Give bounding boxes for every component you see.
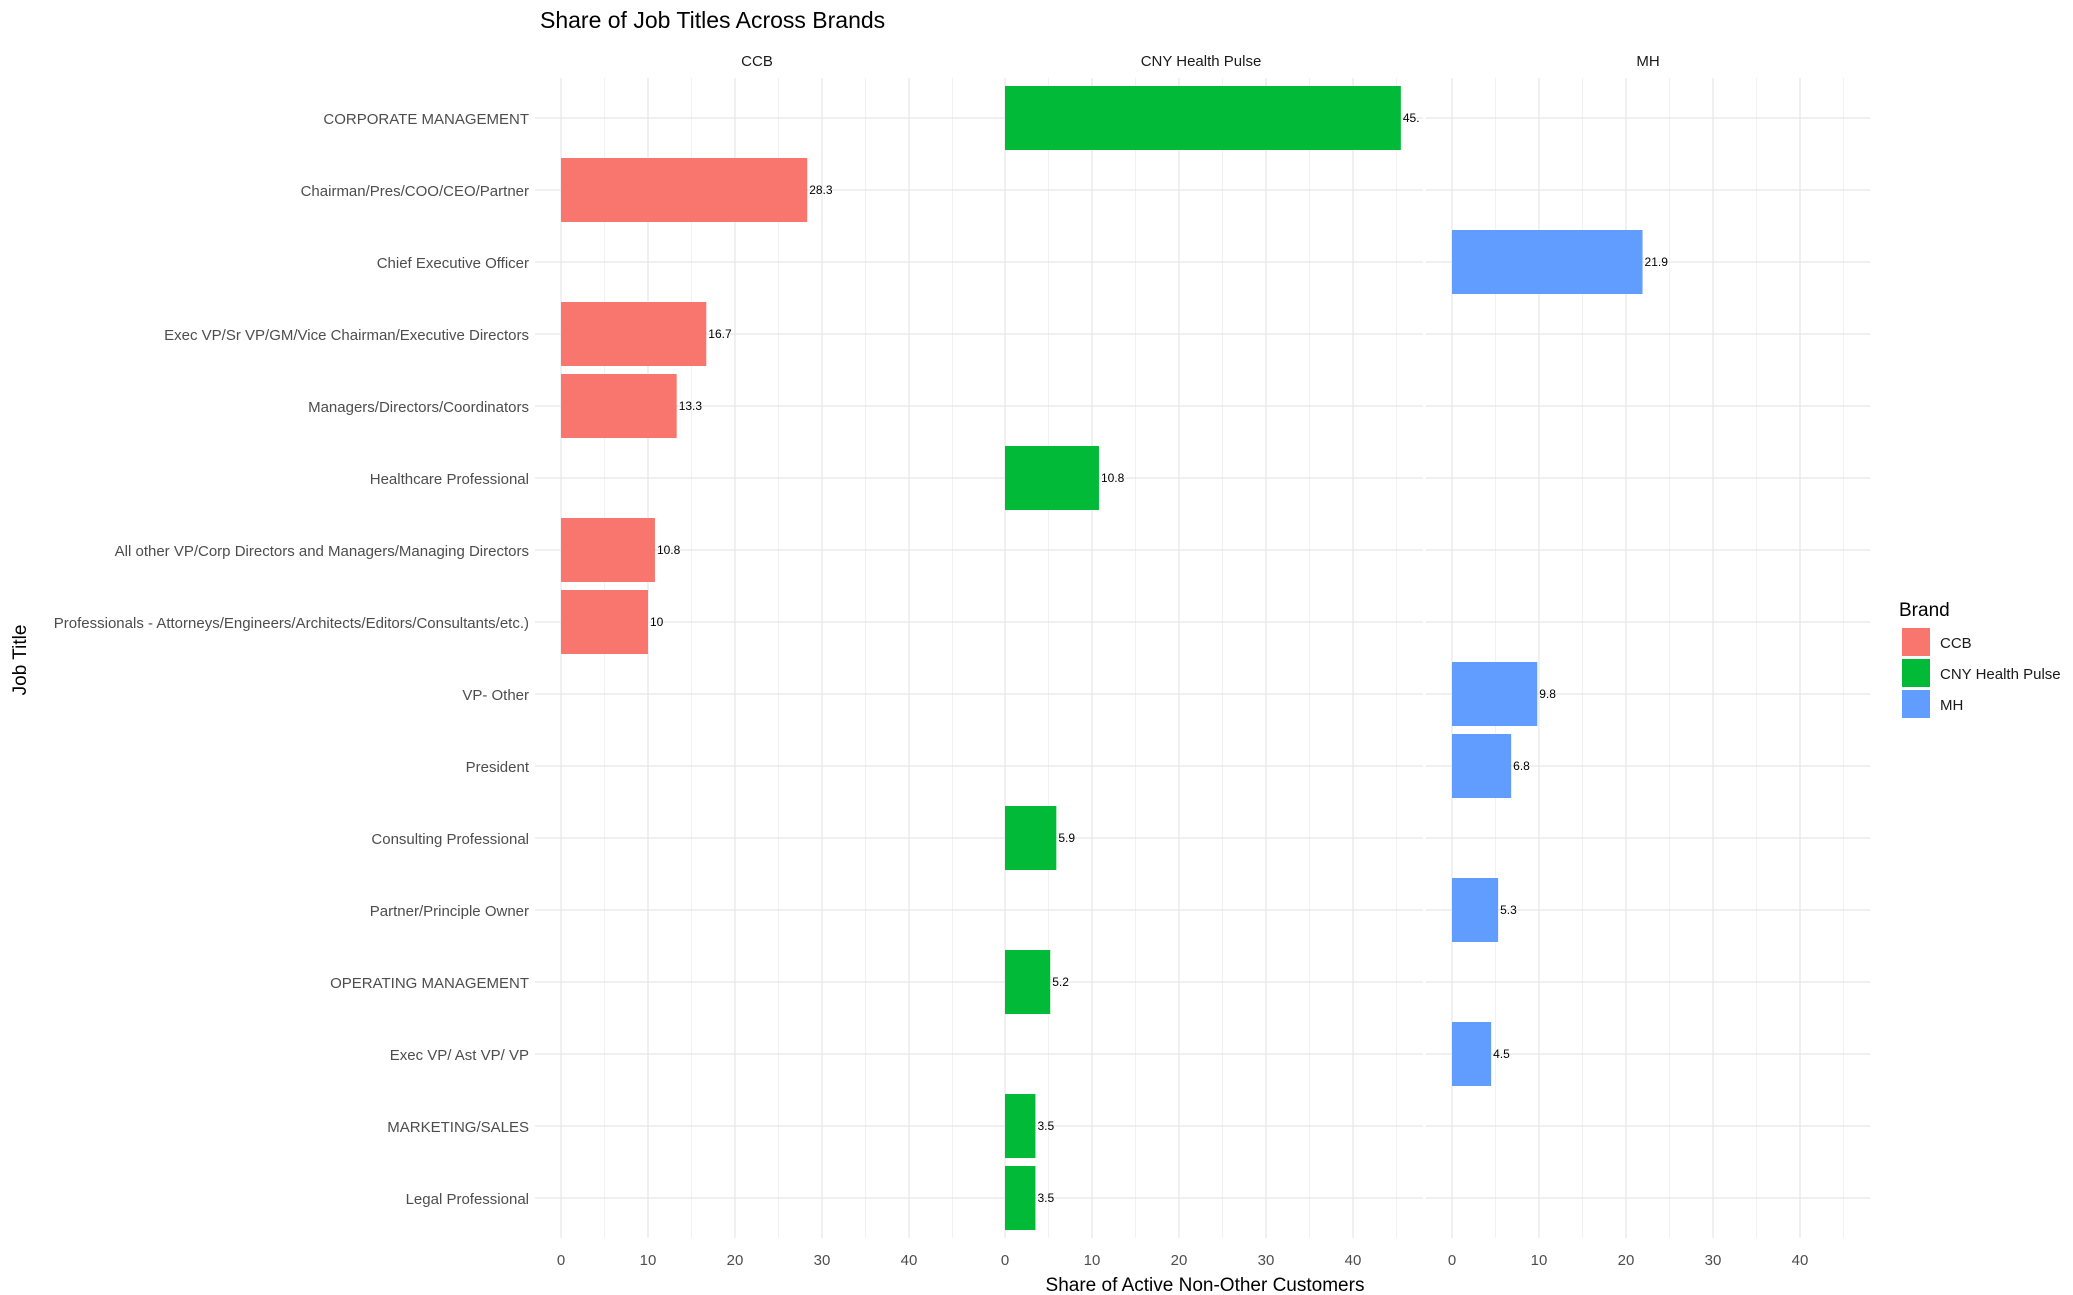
x-tick-label: 0 [557,1252,565,1269]
facet-strip-label: MH [1636,53,1659,70]
bar-ccb-managers-directors-coordinators [561,374,677,438]
category-label: VP- Other [462,687,529,704]
bar-mh-partner-principle-owner [1452,878,1499,942]
chart-title: Share of Job Titles Across Brands [540,7,885,33]
legend-entry-label: CNY Health Pulse [1940,666,2061,683]
panel-ccb: CCB 0 10 20 30 40 28.3 16.7 13.3 10.8 10 [535,53,979,1269]
x-tick-label: 0 [1001,1252,1009,1269]
data-label: 45. [1403,111,1420,125]
data-label: 28.3 [809,183,833,197]
x-tick-label: 30 [1705,1252,1722,1269]
y-axis-label: Job Title [10,625,31,696]
data-label: 5.2 [1052,975,1069,989]
bar-cny-health-pulse-consulting-professional [1005,806,1057,870]
legend-swatch-mh [1902,690,1930,718]
category-label: OPERATING MANAGEMENT [330,975,529,992]
data-label: 6.8 [1513,759,1530,773]
data-label: 5.9 [1058,831,1075,845]
bar-mh-vp-other [1452,662,1538,726]
bar-cny-health-pulse-healthcare-professional [1005,446,1099,510]
x-tick-label: 30 [1258,1252,1275,1269]
data-label: 5.3 [1500,903,1517,917]
x-tick-label: 10 [1531,1252,1548,1269]
bar-ccb-exec-vp-sr-vp-gm-vice-chairman-executive-directors [561,302,707,366]
category-label: Consulting Professional [371,831,529,848]
data-label: 16.7 [708,327,732,341]
data-label: 10.8 [657,543,681,557]
bar-cny-health-pulse-corporate-management [1005,86,1401,150]
x-tick-label: 10 [640,1252,657,1269]
category-label: MARKETING/SALES [387,1119,529,1136]
category-label: Exec VP/ Ast VP/ VP [390,1047,529,1064]
x-tick-label: 20 [1618,1252,1635,1269]
category-label: Legal Professional [406,1191,529,1208]
data-label: 21.9 [1645,255,1669,269]
category-label: Chairman/Pres/COO/CEO/Partner [301,183,529,200]
x-tick-label: 40 [1345,1252,1362,1269]
bar-mh-chief-executive-officer [1452,230,1643,294]
category-label: All other VP/Corp Directors and Managers… [115,543,529,560]
bar-mh-exec-vp-ast-vp-vp [1452,1022,1492,1086]
data-label: 10 [650,615,664,629]
data-label: 4.5 [1493,1047,1510,1061]
category-label: Healthcare Professional [370,471,529,488]
bar-cny-health-pulse-marketing-sales [1005,1094,1036,1158]
legend-swatch-ccb [1902,628,1930,656]
x-tick-label: 20 [727,1252,744,1269]
category-labels: CORPORATE MANAGEMENT Chairman/Pres/COO/CE… [54,111,530,1208]
category-label: Partner/Principle Owner [370,903,529,920]
data-label: 10.8 [1101,471,1125,485]
facet-strip-label: CCB [741,53,773,70]
x-tick-label: 40 [1792,1252,1809,1269]
data-label: 3.5 [1037,1119,1054,1133]
bar-ccb-chairman-pres-coo-ceo-partner [561,158,808,222]
legend-entry-label: MH [1940,697,1963,714]
category-label: Chief Executive Officer [377,255,529,272]
x-tick-label: 10 [1084,1252,1101,1269]
data-label: 13.3 [679,399,703,413]
x-tick-label: 30 [814,1252,831,1269]
category-label: Exec VP/Sr VP/GM/Vice Chairman/Executive… [164,327,529,344]
category-label: Managers/Directors/Coordinators [308,399,529,416]
bar-ccb-all-other-vp-corp-directors-and-managers-managing-directors [561,518,655,582]
legend: Brand CCB CNY Health Pulse MH [1899,600,2061,718]
facet-strip-label: CNY Health Pulse [1141,53,1262,70]
data-label: 9.8 [1539,687,1556,701]
x-tick-label: 0 [1448,1252,1456,1269]
legend-title: Brand [1899,600,1950,621]
category-label: President [466,759,530,776]
bar-mh-president [1452,734,1512,798]
category-label: Professionals - Attorneys/Engineers/Arch… [54,615,529,632]
data-label: 3.5 [1037,1191,1054,1205]
bar-ccb-professionals-attorneys-engineers-architects-editors-consultants-etc [561,590,648,654]
legend-swatch-cny-health-pulse [1902,659,1930,687]
x-tick-label: 20 [1171,1252,1188,1269]
category-label: CORPORATE MANAGEMENT [323,111,529,128]
bar-cny-health-pulse-legal-professional [1005,1166,1036,1230]
legend-entry-label: CCB [1940,635,1972,652]
panel-mh: MH 0 10 20 30 40 21.9 9.8 6.8 5.3 4.5 [1426,53,1870,1269]
bar-cny-health-pulse-operating-management [1005,950,1051,1014]
x-tick-label: 40 [901,1252,918,1269]
panel-cny-health-pulse: CNY Health Pulse 0 10 20 30 40 45. 10.8 5.9 5.2 3.… [979,53,1423,1269]
x-axis-label: Share of Active Non-Other Customers [1046,1275,1365,1295]
